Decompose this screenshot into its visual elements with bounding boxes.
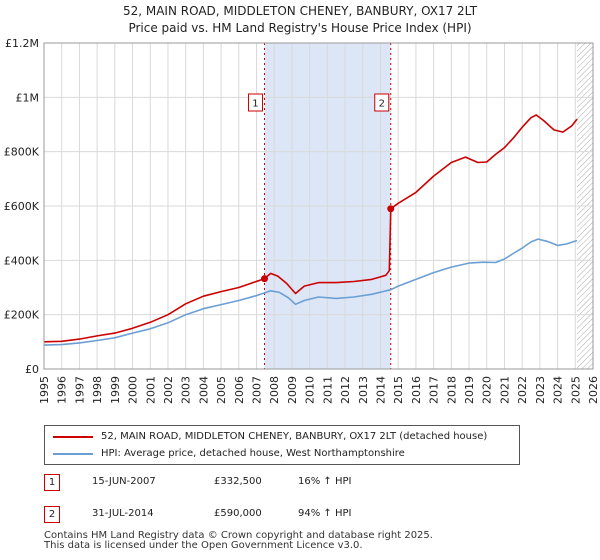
sale-badge: 1 (44, 474, 60, 491)
sale-marker-label: 1 (252, 99, 258, 110)
x-tick-label: 2017 (428, 376, 441, 404)
sale-badge: 2 (44, 506, 60, 523)
property-price-line (43, 114, 578, 343)
x-tick-label: 1995 (38, 376, 51, 404)
sale-marker-label: 2 (379, 99, 385, 110)
title-line-1: 52, MAIN ROAD, MIDDLETON CHENEY, BANBURY… (122, 4, 478, 18)
x-tick-label: 2000 (127, 376, 140, 404)
x-tick-label: 2007 (251, 376, 264, 404)
x-tick-label: 2018 (445, 376, 458, 404)
legend: 52, MAIN ROAD, MIDDLETON CHENEY, BANBURY… (44, 425, 520, 465)
y-tick-label: £600K (4, 200, 40, 213)
legend-swatch-hpi (53, 453, 93, 455)
x-tick-label: 2004 (197, 376, 210, 404)
x-tick-label: 2014 (374, 376, 387, 404)
y-tick-label: £800K (4, 146, 40, 159)
footer-line-2: This data is licensed under the Open Gov… (44, 540, 363, 551)
x-tick-label: 1996 (56, 376, 69, 404)
sale-marker-box (374, 93, 390, 112)
x-tick-label: 2019 (463, 376, 476, 404)
x-tick-label: 2001 (144, 376, 157, 404)
footer: Contains HM Land Registry data © Crown c… (44, 531, 433, 551)
sale-row-1: 1 15-JUN-2007 £332,500 16% ↑ HPI (0, 474, 600, 494)
x-tick-label: 2013 (357, 376, 370, 404)
y-tick-label: £200K (4, 309, 40, 322)
sale-price: £332,500 (214, 476, 262, 487)
sale-price: £590,000 (214, 508, 262, 519)
y-tick-label: £0 (25, 363, 39, 376)
hpi-line (43, 238, 578, 346)
x-tick-label: 2010 (304, 376, 317, 404)
x-tick-label: 2020 (481, 376, 494, 404)
y-tick-label: £400K (4, 254, 40, 267)
x-tick-label: 2026 (587, 376, 600, 404)
x-tick-label: 2021 (498, 376, 511, 404)
chart-title: 52, MAIN ROAD, MIDDLETON CHENEY, BANBURY… (0, 3, 600, 37)
plot-frame (43, 42, 594, 370)
x-tick-label: 2008 (268, 376, 281, 404)
sale-point (260, 275, 268, 283)
x-tick-label: 2011 (321, 376, 334, 404)
sale-date: 31-JUL-2014 (92, 508, 154, 519)
price-chart: 1 2 £0 £200K £400K £600K £800K £1M £1.2M 1995 199… (4, 37, 600, 404)
x-tick-label: 1997 (73, 376, 86, 404)
x-tick-label: 2024 (552, 376, 565, 404)
sale-hpi-change: 94% ↑ HPI (298, 508, 352, 519)
x-tick-label: 2005 (215, 376, 228, 404)
x-tick-label: 2006 (233, 376, 246, 404)
x-tick-label: 2003 (180, 376, 193, 404)
legend-label-hpi: HPI: Average price, detached house, West… (101, 448, 405, 459)
legend-swatch-property (53, 436, 93, 438)
x-tick-label: 2023 (534, 376, 547, 404)
legend-label-property: 52, MAIN ROAD, MIDDLETON CHENEY, BANBURY… (101, 431, 488, 442)
y-tick-label: £1M (16, 91, 40, 104)
x-tick-label: 2015 (392, 376, 405, 404)
x-tick-label: 2022 (516, 376, 529, 404)
sale-marker-box (247, 93, 263, 112)
x-tick-label: 2025 (569, 376, 582, 404)
y-tick-label: £1.2M (5, 37, 39, 50)
sale-point (387, 205, 395, 213)
x-tick-label: 1998 (91, 376, 104, 404)
x-tick-label: 2002 (162, 376, 175, 404)
x-tick-label: 2016 (410, 376, 423, 404)
sale-hpi-change: 16% ↑ HPI (298, 476, 352, 487)
title-line-2: Price paid vs. HM Land Registry's House … (128, 21, 472, 35)
x-tick-label: 2012 (339, 376, 352, 404)
footer-line-1: Contains HM Land Registry data © Crown c… (44, 530, 433, 541)
x-tick-label: 2009 (286, 376, 299, 404)
x-tick-label: 1999 (109, 376, 122, 404)
sale-date: 15-JUN-2007 (92, 476, 156, 487)
sale-row-2: 2 31-JUL-2014 £590,000 94% ↑ HPI (0, 506, 600, 526)
